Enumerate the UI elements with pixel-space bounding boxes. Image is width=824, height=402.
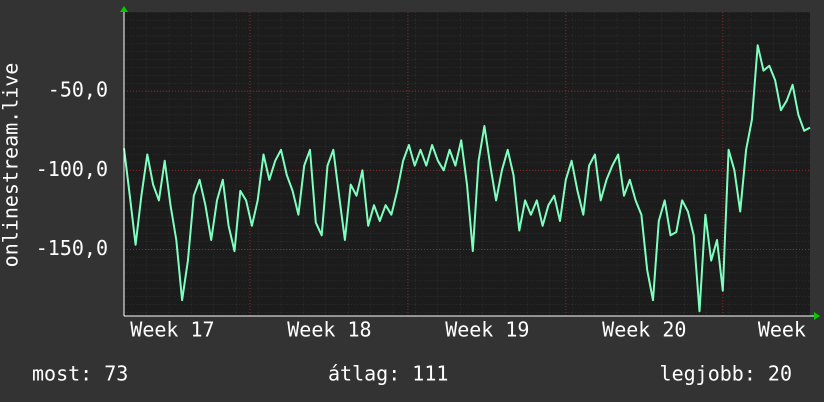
- grid: [124, 12, 810, 316]
- x-tick-label: Week 20: [602, 318, 686, 342]
- minor-grid: [124, 12, 810, 316]
- data-line: [123, 44, 811, 313]
- footer-average: átlag: 111: [328, 362, 448, 386]
- x-arrow: [814, 312, 820, 320]
- x-tick-label: Week 17: [130, 318, 214, 342]
- x-tick-label: Week: [758, 318, 806, 342]
- x-tick-label: Week 18: [287, 318, 371, 342]
- y-tick-label: -100,0: [36, 157, 108, 181]
- x-tick-label: Week 19: [445, 318, 529, 342]
- footer-best: legjobb: 20: [660, 362, 792, 386]
- y-tick-label: -150,0: [36, 236, 108, 260]
- y-tick-label: -50,0: [48, 78, 108, 102]
- footer-current: most: 73: [32, 362, 128, 386]
- plot: [123, 44, 811, 313]
- y-axis-label: onlinestream.live: [0, 63, 23, 268]
- y-arrow: [120, 6, 128, 12]
